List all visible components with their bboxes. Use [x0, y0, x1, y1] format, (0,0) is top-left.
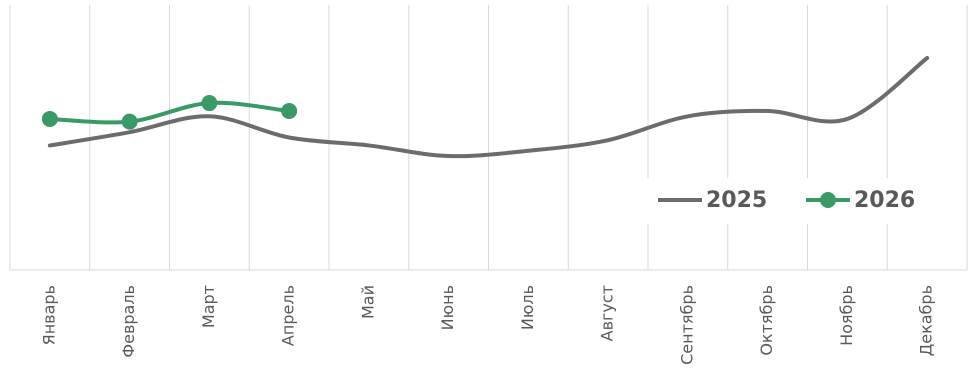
x-tick-label: Октябрь [757, 285, 776, 356]
x-tick-label: Ноябрь [837, 285, 856, 346]
x-tick-label: Август [598, 285, 617, 341]
x-tick-label: Май [358, 285, 377, 319]
series-line [47, 56, 930, 159]
marker [281, 103, 298, 119]
x-tick-label: Сентябрь [677, 285, 696, 365]
marker [121, 113, 138, 130]
marker [201, 95, 218, 112]
legend-label: 2026 [854, 188, 915, 213]
x-tick-label: Март [199, 285, 218, 328]
legend-label: 2025 [706, 188, 767, 213]
x-tick-label: Февраль [119, 285, 138, 358]
x-tick-label: Январь [39, 285, 58, 345]
legend-marker [820, 192, 836, 208]
series-line [47, 100, 292, 125]
marker [41, 110, 58, 127]
x-tick-label: Апрель [279, 285, 298, 346]
x-tick-label: Декабрь [917, 285, 936, 356]
x-tick-label: Июнь [438, 285, 457, 330]
x-tick-label: Июль [518, 285, 537, 330]
